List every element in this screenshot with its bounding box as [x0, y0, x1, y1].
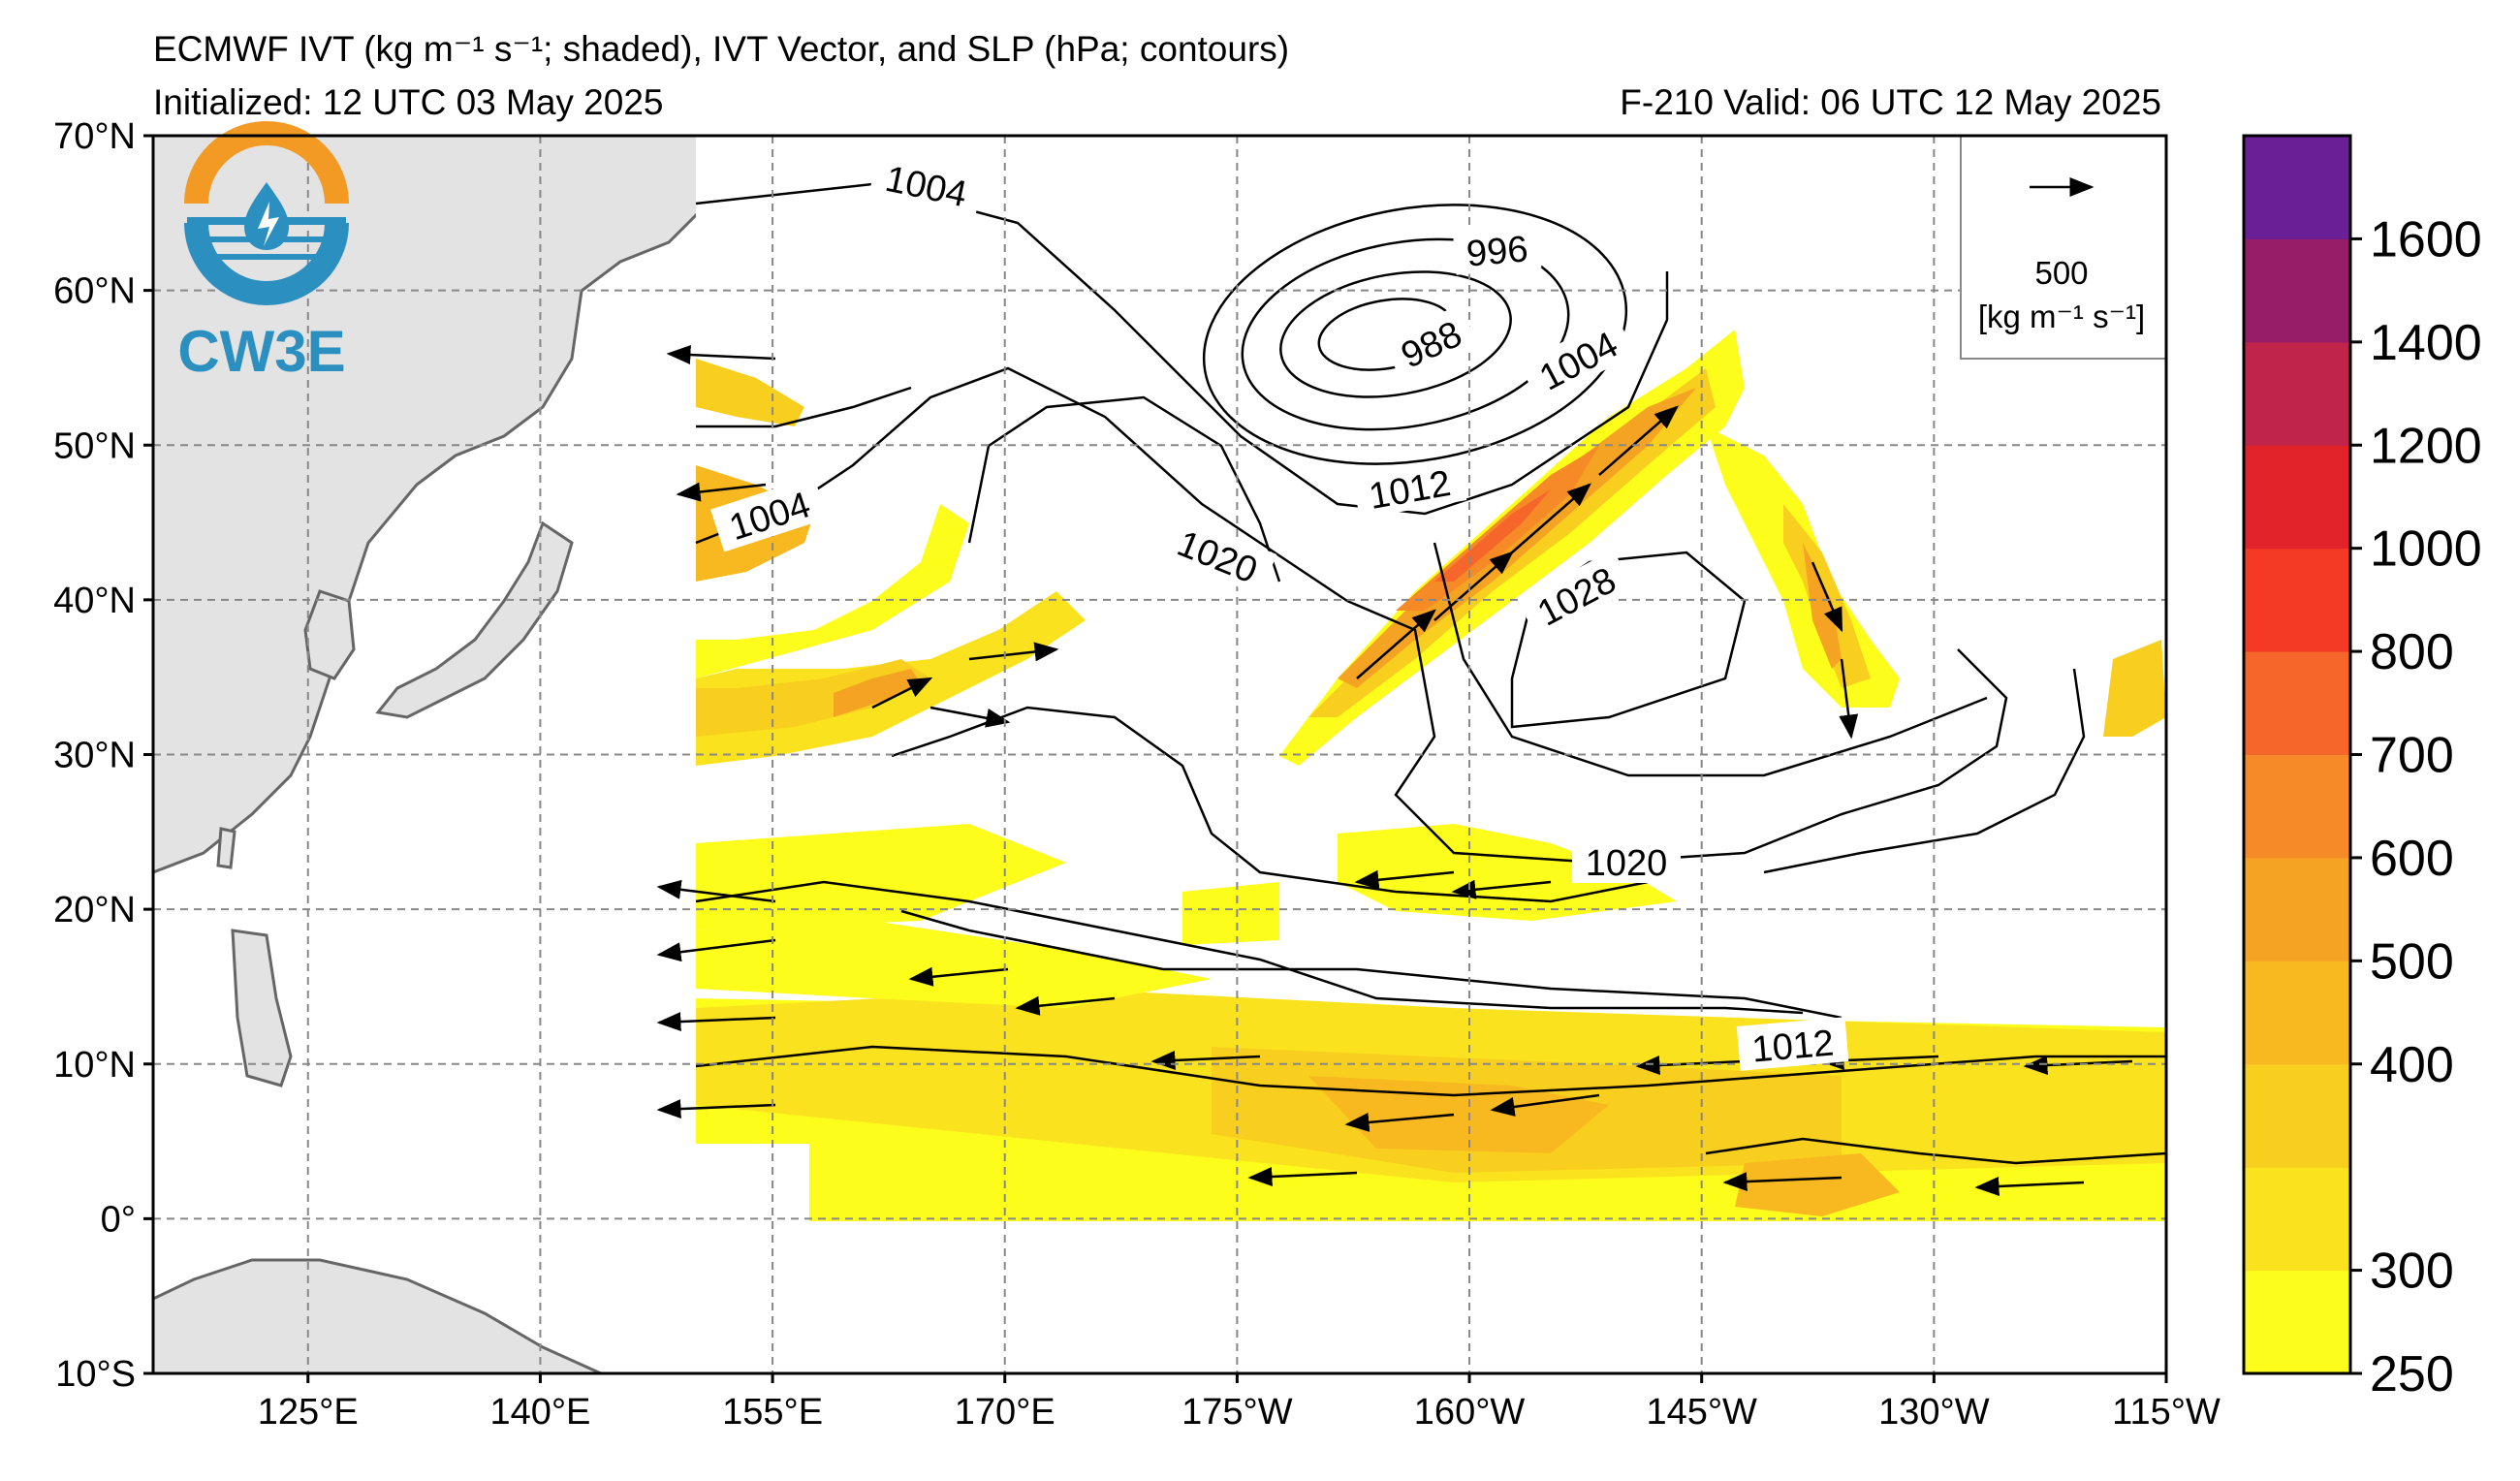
- lat-tick-label: 40°N: [53, 581, 136, 621]
- water-drop-logo-icon: [184, 121, 349, 305]
- lon-tick-label: 130°W: [1878, 1392, 1990, 1433]
- colorbar-segment: [2244, 1167, 2350, 1272]
- lat-tick-label: 30°N: [53, 736, 136, 776]
- vector-key: 500 [kg m⁻¹ s⁻¹]: [1960, 135, 2167, 360]
- colorbar-tick-label: 800: [2370, 624, 2454, 680]
- vector-key-units: [kg m⁻¹ s⁻¹]: [1978, 299, 2145, 334]
- lat-tick-label: 10°N: [53, 1045, 136, 1086]
- colorbar-segment: [2244, 857, 2350, 961]
- lon-tick-label: 175°W: [1181, 1392, 1293, 1433]
- asia-mainland: [153, 136, 700, 874]
- colorbar-segment: [2244, 1063, 2350, 1168]
- lat-tick-label: 10°S: [55, 1354, 136, 1395]
- map-panel: [153, 136, 2166, 1373]
- colorbar-segment: [2244, 136, 2350, 239]
- ivt-vectors: [656, 345, 2133, 1196]
- colorbar-segment: [2244, 961, 2350, 1065]
- colorbar-tick-label: 1000: [2370, 521, 2482, 578]
- slp-label: 1020: [1586, 843, 1668, 884]
- vector-key-value: 500: [2034, 255, 2088, 291]
- lat-tick-label: 0°: [101, 1199, 136, 1240]
- colorbar-segment: [2244, 341, 2350, 446]
- colorbar-segment: [2244, 1270, 2350, 1374]
- colorbar-segment: [2244, 754, 2350, 859]
- initialized-time: Initialized: 12 UTC 03 May 2025: [153, 82, 664, 122]
- slp-label-layer: 1004 996 988 1004 1012 1004 1020 1028 10…: [710, 150, 1849, 1071]
- lon-tick-label: 145°W: [1646, 1392, 1757, 1433]
- colorbar-segment: [2244, 445, 2350, 550]
- colorbar-tick-label: 300: [2370, 1244, 2454, 1300]
- colorbar-tick-label: 500: [2370, 933, 2454, 990]
- colorbar-tick-label: 1200: [2370, 418, 2482, 474]
- lon-tick-label: 115°W: [2112, 1392, 2221, 1433]
- colorbar-tick-label: 250: [2370, 1346, 2454, 1402]
- map-axes: 125°E 140°E 155°E 170°E 175°W 160°W 145°W 130°W…: [53, 116, 2221, 1433]
- colorbar-tick-label: 1400: [2370, 315, 2482, 371]
- lon-tick-label: 170°E: [955, 1392, 1055, 1433]
- valid-time: F-210 Valid: 06 UTC 12 May 2025: [1620, 82, 2161, 122]
- colorbar-segment: [2244, 651, 2350, 755]
- colorbar-tick-label: 600: [2370, 831, 2454, 887]
- lat-tick-label: 70°N: [53, 116, 136, 157]
- colorbar: 250 300 400 500 600 700 800 1000 1200 1400 1600: [2242, 134, 2482, 1402]
- slp-label: 996: [1465, 229, 1529, 274]
- logo-text: CW3E: [177, 319, 345, 384]
- colorbar-segment: [2244, 238, 2350, 343]
- philippines: [231, 929, 293, 1087]
- korea: [303, 589, 356, 680]
- graticule: [153, 136, 2166, 1373]
- taiwan: [216, 827, 236, 869]
- lon-tick-label: 160°W: [1414, 1392, 1526, 1433]
- lat-tick-label: 60°N: [53, 271, 136, 312]
- colorbar-tick-label: 1600: [2370, 211, 2482, 268]
- lat-tick-label: 50°N: [53, 425, 136, 466]
- lon-tick-label: 140°E: [489, 1392, 590, 1433]
- new-guinea-and-islands: [153, 1258, 602, 1373]
- colorbar-tick-label: 700: [2370, 728, 2454, 784]
- lat-tick-label: 20°N: [53, 890, 136, 930]
- colorbar-tick-label: 400: [2370, 1037, 2454, 1093]
- colorbar-segment: [2244, 548, 2350, 652]
- lon-tick-label: 125°E: [258, 1392, 359, 1433]
- figure-title: ECMWF IVT (kg m⁻¹ s⁻¹; shaded), IVT Vect…: [153, 29, 1289, 69]
- slp-label: 1012: [1750, 1023, 1836, 1070]
- lon-tick-label: 155°E: [722, 1392, 823, 1433]
